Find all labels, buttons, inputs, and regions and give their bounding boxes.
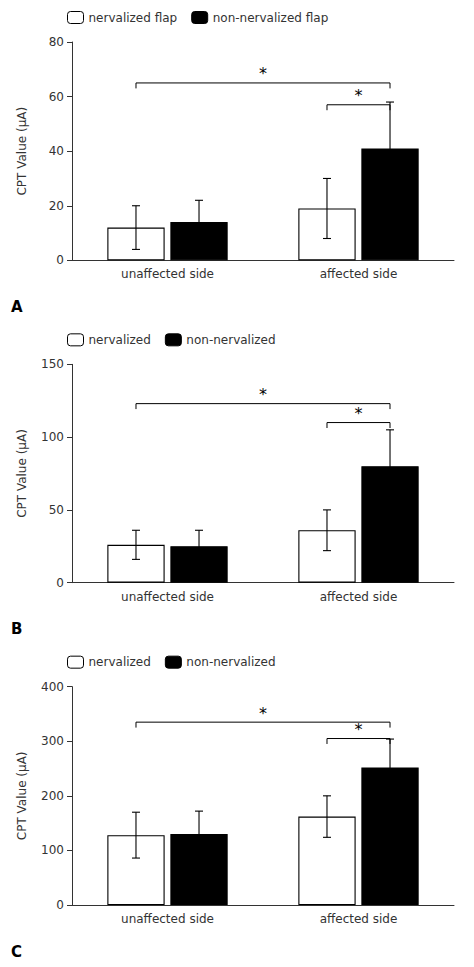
svg-text:nervalized: nervalized xyxy=(89,333,151,347)
svg-text:CPT Value (μA): CPT Value (μA) xyxy=(15,107,29,196)
svg-text:0: 0 xyxy=(56,576,64,590)
svg-text:0: 0 xyxy=(56,898,64,912)
svg-text:40: 40 xyxy=(49,144,64,158)
svg-text:CPT Value (μA): CPT Value (μA) xyxy=(15,751,29,840)
svg-text:non-nervalized: non-nervalized xyxy=(186,655,275,669)
svg-text:*: * xyxy=(259,64,267,83)
svg-text:unaffected side: unaffected side xyxy=(121,590,214,604)
svg-text:unaffected side: unaffected side xyxy=(121,912,214,926)
svg-text:200: 200 xyxy=(41,789,64,803)
svg-text:non-nervalized flap: non-nervalized flap xyxy=(213,11,329,25)
svg-text:non-nervalized: non-nervalized xyxy=(186,333,275,347)
svg-text:*: * xyxy=(355,720,363,739)
svg-text:C: C xyxy=(11,943,22,961)
svg-text:60: 60 xyxy=(49,90,64,104)
svg-text:affected side: affected side xyxy=(320,590,398,604)
svg-text:nervalized: nervalized xyxy=(89,655,151,669)
svg-text:*: * xyxy=(259,704,267,723)
svg-text:150: 150 xyxy=(41,357,64,371)
svg-text:*: * xyxy=(355,86,363,105)
svg-text:CPT Value (μA): CPT Value (μA) xyxy=(15,429,29,518)
svg-text:300: 300 xyxy=(41,734,64,748)
svg-text:nervalized flap: nervalized flap xyxy=(89,11,178,25)
svg-text:affected side: affected side xyxy=(320,267,398,281)
svg-text:*: * xyxy=(259,385,267,404)
svg-text:50: 50 xyxy=(49,503,64,517)
svg-text:100: 100 xyxy=(41,843,64,857)
svg-text:80: 80 xyxy=(49,35,64,49)
svg-text:unaffected side: unaffected side xyxy=(121,267,214,281)
svg-text:A: A xyxy=(11,298,23,316)
svg-text:affected side: affected side xyxy=(320,912,398,926)
svg-text:100: 100 xyxy=(41,430,64,444)
svg-text:*: * xyxy=(355,404,363,423)
svg-text:0: 0 xyxy=(56,253,64,267)
svg-text:20: 20 xyxy=(49,199,64,213)
svg-text:400: 400 xyxy=(41,680,64,694)
svg-text:B: B xyxy=(11,620,22,638)
